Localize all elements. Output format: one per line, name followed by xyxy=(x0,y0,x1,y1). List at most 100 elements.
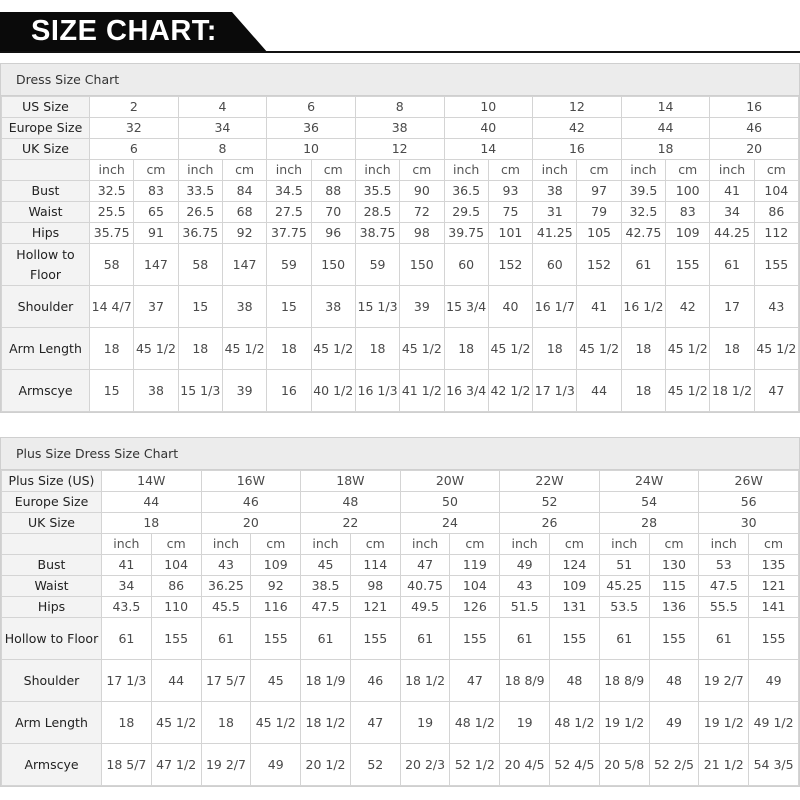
measurement-cell: 155 xyxy=(349,617,401,660)
size-row: US Size 2 4 6 8 10 12 14 16 xyxy=(1,96,799,118)
measurement-cell: 26.5 xyxy=(177,201,223,223)
measurement-cell: 36.5 xyxy=(443,180,489,202)
size-cell: 50 xyxy=(399,491,501,513)
measurement-cell: 92 xyxy=(250,575,302,597)
unit-inch: inch xyxy=(300,533,351,555)
size-cell: 14W xyxy=(101,470,202,492)
row-label: Hips xyxy=(1,596,102,618)
measurement-row: Arm Length 18 45 1/2 18 45 1/2 18 1/2 47 19 48 1… xyxy=(1,701,799,744)
measurement-cell: 121 xyxy=(748,575,799,597)
unit-inch: inch xyxy=(443,159,489,181)
measurement-cell: 17 1/3 xyxy=(532,369,578,412)
size-cell: 8 xyxy=(354,96,445,118)
size-cell: 26W xyxy=(698,470,799,492)
measurement-row: Waist 34 86 36.25 92 38.5 98 40.75 104 43 109 45.25… xyxy=(1,575,799,597)
measurement-cell: 92 xyxy=(221,222,268,244)
measurement-cell: 42.75 xyxy=(620,222,667,244)
measurement-cell: 61 xyxy=(698,617,750,660)
measurement-cell: 16 xyxy=(266,369,312,412)
measurement-row: Hips 43.5 110 45.5 116 47.5 121 49.5 126 51.5 131 5… xyxy=(1,596,799,618)
measurement-cell: 150 xyxy=(310,243,356,286)
unit-inch: inch xyxy=(101,533,152,555)
size-cell: 10 xyxy=(266,138,356,160)
measurement-cell: 98 xyxy=(349,575,401,597)
size-cell: 46 xyxy=(709,117,799,139)
row-label: UK Size xyxy=(1,138,90,160)
unit-cm: cm xyxy=(665,159,711,181)
unit-cm: cm xyxy=(748,533,799,555)
unit-inch: inch xyxy=(88,159,135,181)
measurement-row: Hollow to Floor 61 155 61 155 61 155 61 155 61 155… xyxy=(1,617,799,660)
size-cell: 30 xyxy=(698,512,799,534)
measurement-cell: 96 xyxy=(310,222,356,244)
measurement-cell: 61 xyxy=(101,617,152,660)
measurement-cell: 58 xyxy=(177,243,223,286)
measurement-cell: 15 1/3 xyxy=(177,369,223,412)
size-cell: 12 xyxy=(354,138,445,160)
measurement-cell: 18 xyxy=(101,701,152,744)
measurement-cell: 126 xyxy=(449,596,501,618)
measurement-cell: 61 xyxy=(620,243,667,286)
measurement-cell: 40 1/2 xyxy=(310,369,356,412)
measurement-cell: 16 1/3 xyxy=(354,369,401,412)
measurement-cell: 40 xyxy=(487,285,534,328)
measurement-cell: 34 xyxy=(101,575,152,597)
measurement-cell: 45 1/2 xyxy=(310,327,356,370)
measurement-cell: 41.25 xyxy=(532,222,578,244)
measurement-cell: 38 xyxy=(133,369,179,412)
size-cell: 28 xyxy=(598,512,700,534)
measurement-cell: 58 xyxy=(88,243,135,286)
measurement-cell: 38 xyxy=(221,285,268,328)
size-cell: 16 xyxy=(709,96,799,118)
unit-inch: inch xyxy=(620,159,667,181)
measurement-cell: 18 1/9 xyxy=(300,659,351,702)
unit-inch: inch xyxy=(598,533,650,555)
measurement-cell: 43 xyxy=(753,285,800,328)
measurement-cell: 47 xyxy=(753,369,800,412)
measurement-cell: 32.5 xyxy=(88,180,135,202)
measurement-cell: 38.5 xyxy=(300,575,351,597)
plus-size-table: Plus Size (US) 14W 16W 18W 20W 22W 24W 26W Europ… xyxy=(1,470,799,786)
measurement-cell: 155 xyxy=(665,243,711,286)
measurement-cell: 136 xyxy=(648,596,700,618)
measurement-cell: 47 xyxy=(449,659,501,702)
measurement-cell: 49 xyxy=(250,743,302,786)
unit-cm: cm xyxy=(221,159,268,181)
measurement-cell: 35.75 xyxy=(88,222,135,244)
measurement-cell: 19 1/2 xyxy=(598,701,650,744)
measurement-cell: 18 xyxy=(354,327,401,370)
measurement-cell: 53 xyxy=(698,554,750,576)
measurement-cell: 44.25 xyxy=(709,222,755,244)
measurement-cell: 98 xyxy=(399,222,445,244)
measurement-cell: 27.5 xyxy=(266,201,312,223)
measurement-cell: 70 xyxy=(310,201,356,223)
size-cell: 12 xyxy=(532,96,622,118)
measurement-cell: 45 1/2 xyxy=(221,327,268,370)
unit-cm: cm xyxy=(349,533,401,555)
measurement-cell: 104 xyxy=(449,575,501,597)
size-cell: 20 xyxy=(709,138,799,160)
measurement-cell: 45 1/2 xyxy=(576,327,622,370)
row-label: Europe Size xyxy=(1,117,90,139)
measurement-cell: 15 1/3 xyxy=(354,285,401,328)
measurement-cell: 44 xyxy=(150,659,202,702)
measurement-cell: 101 xyxy=(487,222,534,244)
unit-cm: cm xyxy=(487,159,534,181)
measurement-cell: 19 2/7 xyxy=(200,743,252,786)
measurement-cell: 15 xyxy=(88,369,135,412)
measurement-cell: 34 xyxy=(709,201,755,223)
measurement-cell: 54 3/5 xyxy=(748,743,799,786)
measurement-cell: 60 xyxy=(443,243,489,286)
measurement-cell: 19 2/7 xyxy=(698,659,750,702)
measurement-cell: 17 5/7 xyxy=(200,659,252,702)
row-label: Armscye xyxy=(1,369,90,412)
size-cell: 24 xyxy=(399,512,501,534)
unit-cm: cm xyxy=(150,533,202,555)
size-cell: 46 xyxy=(200,491,302,513)
size-cell: 20 xyxy=(200,512,302,534)
size-cell: 10 xyxy=(443,96,534,118)
unit-row: inch cm inch cm inch cm inch cm inch cm inch cm inch… xyxy=(1,159,800,181)
measurement-cell: 43 xyxy=(499,575,551,597)
measurement-cell: 19 1/2 xyxy=(698,701,750,744)
measurement-cell: 49.5 xyxy=(399,596,451,618)
